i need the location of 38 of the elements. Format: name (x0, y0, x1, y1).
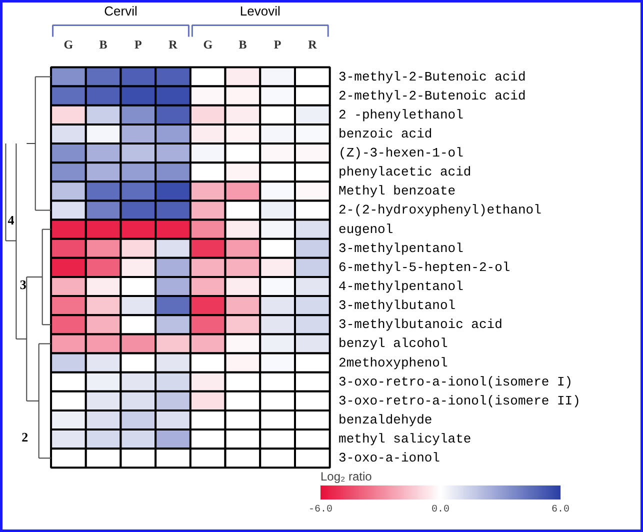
color-bar-label: -6.0 (308, 504, 333, 516)
y-tick-label: Methyl benzoate (338, 184, 456, 199)
y-tick-label: 3-methyl-2-Butenoic acid (338, 69, 526, 84)
x-tick-label: R (168, 37, 178, 52)
y-tick-label: methyl salicylate (338, 432, 472, 447)
text: 4 (8, 212, 15, 228)
y-tick-label: eugenol (338, 222, 394, 237)
y-tick-label: 2-methyl-2-Butenoic acid (338, 88, 526, 104)
color-bar-label: 6.0 (552, 504, 570, 516)
text: Levovil (240, 3, 280, 18)
y-tick-label: 2methoxyphenol (338, 355, 448, 370)
y-tick-label: 3-methylpentanol (338, 240, 464, 256)
text: 2 (22, 430, 28, 445)
x-tick-label: G (64, 37, 74, 52)
text: Cervil (104, 3, 138, 18)
y-tick-label: 4-methylpentanol (338, 279, 464, 294)
y-tick-label: phenylacetic acid (338, 164, 472, 180)
y-tick-label: 3-oxo-retro-a-ionol(isomere II) (338, 393, 580, 408)
y-tick-label: benzoic acid (338, 126, 432, 142)
x-tick-label: B (99, 37, 108, 52)
x-tick-label: P (134, 37, 142, 52)
y-tick-label: (Z)-3-hexen-1-ol (338, 146, 464, 161)
x-tick-label: B (238, 37, 247, 52)
color-bar-label: 0.0 (432, 504, 450, 516)
x-tick-label: P (274, 37, 282, 52)
x-tick-label: R (308, 37, 318, 52)
y-tick-label: 3-oxo-a-ionol (338, 450, 440, 466)
y-tick-label: 2-(2-hydroxyphenyl)ethanol (338, 202, 542, 218)
y-tick-label: benzyl alcohol (338, 336, 448, 352)
y-tick-label: 6-methyl-5-hepten-2-ol (338, 260, 510, 275)
y-tick-label: 2 -phenylethanol (338, 107, 464, 122)
y-tick-label: 3-oxo-retro-a-ionol(isomere I) (338, 374, 573, 390)
y-tick-label: 3-methylbutanol (338, 298, 456, 314)
x-tick-label: G (203, 37, 213, 52)
color-bar-title: Log₂ ratio (320, 470, 372, 484)
text: 3 (20, 277, 27, 292)
y-tick-label: 3-methylbutanoic acid (338, 317, 502, 332)
y-tick-label: benzaldehyde (338, 412, 432, 428)
